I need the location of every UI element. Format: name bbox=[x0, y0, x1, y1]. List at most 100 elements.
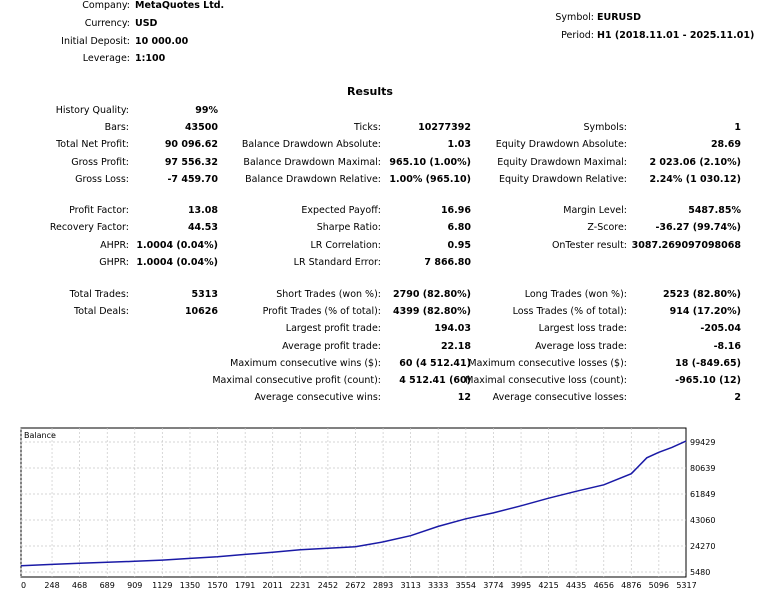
stat-label: Ticks: bbox=[353, 122, 381, 133]
stat-value: 2 bbox=[734, 392, 741, 403]
stat-label: Gross Loss: bbox=[75, 174, 129, 185]
stat-value: 12 bbox=[457, 392, 471, 403]
stat-value: -36.27 (99.74%) bbox=[655, 222, 741, 233]
stat-label: Balance Drawdown Maximal: bbox=[243, 157, 381, 168]
stat-label: Expected Payoff: bbox=[301, 205, 381, 216]
stat-label: Equity Drawdown Relative: bbox=[498, 174, 627, 185]
stat-value: 965.10 (1.00%) bbox=[389, 157, 471, 168]
y-axis-ticks: 5480 24270 43060 61849 80639 99429 bbox=[690, 438, 715, 577]
x-tick-label: 3113 bbox=[400, 581, 420, 590]
x-tick-label: 1129 bbox=[152, 581, 172, 590]
stat-label: Maximum consecutive wins ($): bbox=[230, 358, 381, 369]
chart-title: Balance bbox=[24, 431, 56, 440]
stat-value: 1.0004 (0.04%) bbox=[136, 257, 218, 268]
stat-label: History Quality: bbox=[55, 105, 129, 116]
stat-label: Maximum consecutive losses ($): bbox=[468, 358, 627, 369]
currency-label: Currency: bbox=[84, 18, 130, 29]
x-tick-label: 1350 bbox=[180, 581, 200, 590]
stat-value: 2790 (82.80%) bbox=[393, 289, 471, 300]
balance-series-line bbox=[20, 440, 687, 567]
stat-label: Average loss trade: bbox=[535, 341, 627, 352]
stat-value: 1.00% (965.10) bbox=[389, 174, 471, 185]
stat-label: GHPR: bbox=[99, 257, 129, 268]
stat-value: 2 023.06 (2.10%) bbox=[649, 157, 741, 168]
stat-value: 4 512.41 (60) bbox=[399, 375, 471, 386]
x-tick-label: 1791 bbox=[235, 581, 255, 590]
stat-value: 5313 bbox=[191, 289, 218, 300]
y-tick-label: 61849 bbox=[690, 490, 715, 499]
stat-label: Total Trades: bbox=[69, 289, 129, 300]
stat-value: 194.03 bbox=[434, 323, 471, 334]
stat-value: 1 bbox=[734, 122, 741, 133]
stat-label: Largest loss trade: bbox=[538, 323, 627, 334]
stat-label: Equity Drawdown Maximal: bbox=[497, 157, 627, 168]
stat-label: Loss Trades (% of total): bbox=[512, 306, 627, 317]
stat-value: 5487.85% bbox=[688, 205, 741, 216]
stat-value: 2523 (82.80%) bbox=[663, 289, 741, 300]
stat-value: 2.24% (1 030.12) bbox=[649, 174, 741, 185]
results-heading: Results bbox=[347, 85, 393, 98]
stat-label: Long Trades (won %): bbox=[524, 289, 627, 300]
x-tick-label: 2452 bbox=[318, 581, 338, 590]
x-tick-label: 4876 bbox=[621, 581, 641, 590]
x-tick-label: 2672 bbox=[345, 581, 365, 590]
stat-value: 10277392 bbox=[418, 122, 471, 133]
stat-label: Equity Drawdown Absolute: bbox=[495, 139, 627, 150]
x-tick-label: 4435 bbox=[566, 581, 586, 590]
y-tick-label: 99429 bbox=[690, 438, 715, 447]
stat-value: 97 556.32 bbox=[164, 157, 218, 168]
stat-value: -965.10 (12) bbox=[675, 375, 741, 386]
symbol-value: EURUSD bbox=[597, 12, 641, 23]
x-tick-label: 3774 bbox=[483, 581, 503, 590]
stat-value: 99% bbox=[195, 105, 218, 116]
x-tick-label: 2011 bbox=[263, 581, 283, 590]
stat-label: Profit Factor: bbox=[69, 205, 129, 216]
chart-frame bbox=[20, 427, 687, 578]
x-tick-label: 4656 bbox=[594, 581, 614, 590]
leverage-value: 1:100 bbox=[135, 53, 166, 64]
stat-label: Average profit trade: bbox=[282, 341, 381, 352]
y-tick-label: 24270 bbox=[690, 542, 715, 551]
stat-label: Total Net Profit: bbox=[56, 139, 129, 150]
stat-label: Z-Score: bbox=[587, 222, 627, 233]
x-tick-label: 689 bbox=[100, 581, 115, 590]
x-tick-label: 5317 bbox=[676, 581, 696, 590]
leverage-label: Leverage: bbox=[82, 53, 130, 64]
stat-value: 7 866.80 bbox=[424, 257, 471, 268]
stat-label: OnTester result: bbox=[551, 240, 627, 251]
y-tick-label: 43060 bbox=[690, 516, 715, 525]
stat-value: 13.08 bbox=[187, 205, 218, 216]
stat-label: Maximal consecutive loss (count): bbox=[465, 375, 627, 386]
stat-value: 44.53 bbox=[187, 222, 218, 233]
stat-label: LR Correlation: bbox=[310, 240, 382, 251]
stat-label: Recovery Factor: bbox=[49, 222, 129, 233]
x-tick-label: 3995 bbox=[511, 581, 531, 590]
stat-label: Short Trades (won %): bbox=[276, 289, 381, 300]
x-tick-label: 3333 bbox=[428, 581, 448, 590]
stat-label: Average consecutive wins: bbox=[254, 392, 381, 403]
x-tick-label: 1570 bbox=[207, 581, 227, 590]
x-tick-label: 0 bbox=[21, 581, 26, 590]
period-label: Period: bbox=[561, 30, 594, 41]
stat-value: 16.96 bbox=[440, 205, 471, 216]
stat-label: Profit Trades (% of total): bbox=[262, 306, 381, 317]
x-tick-label: 909 bbox=[127, 581, 142, 590]
x-axis-ticks: 0 248 468 689 909 1129 1350 1570 1791 2011 2231 245… bbox=[21, 581, 697, 590]
x-tick-label: 5096 bbox=[649, 581, 669, 590]
stat-label: Average consecutive losses: bbox=[492, 392, 627, 403]
stat-label: Margin Level: bbox=[563, 205, 627, 216]
x-tick-label: 4215 bbox=[538, 581, 558, 590]
stat-label: AHPR: bbox=[100, 240, 129, 251]
stat-label: Total Deals: bbox=[74, 306, 129, 317]
x-tick-label: 2231 bbox=[290, 581, 310, 590]
initial-deposit-value: 10 000.00 bbox=[135, 36, 189, 47]
symbol-label: Symbol: bbox=[555, 12, 594, 23]
stat-value: 22.18 bbox=[440, 341, 471, 352]
stat-label: Balance Drawdown Absolute: bbox=[241, 139, 381, 150]
stat-value: 1.03 bbox=[447, 139, 471, 150]
stat-value: 18 (-849.65) bbox=[675, 358, 741, 369]
initial-deposit-label: Initial Deposit: bbox=[61, 36, 130, 47]
x-tick-label: 248 bbox=[44, 581, 59, 590]
x-tick-label: 468 bbox=[72, 581, 87, 590]
stat-label: Symbols: bbox=[583, 122, 627, 133]
